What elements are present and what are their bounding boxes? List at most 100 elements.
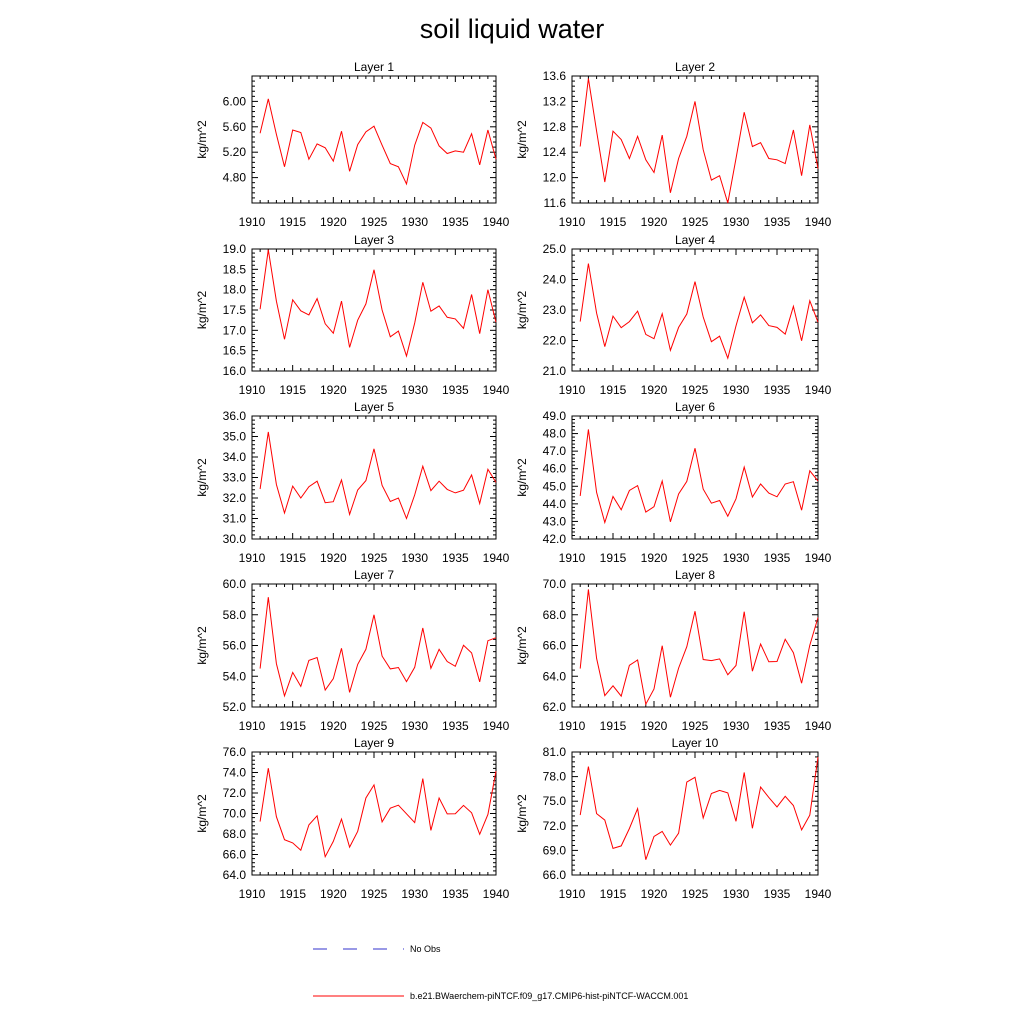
x-tick-label: 1925 — [361, 215, 388, 229]
x-tick-label: 1915 — [279, 719, 306, 733]
y-tick-label: 52.0 — [223, 700, 247, 714]
y-tick-label: 44.0 — [543, 497, 567, 511]
y-tick-label: 11.6 — [544, 196, 567, 210]
y-tick-label: 35.0 — [223, 430, 247, 444]
y-tick-label: 68.0 — [223, 827, 247, 841]
y-tick-label: 13.2 — [543, 94, 567, 108]
x-tick-label: 1925 — [361, 719, 388, 733]
plot-frame — [251, 75, 497, 204]
series-line — [259, 249, 497, 358]
plot-frame — [251, 751, 497, 876]
panel-2: 1910 1915 1920 1925 1930 1935 1940 11.6 12.0 12.4… — [515, 60, 832, 229]
legend-label-model: b.e21.BWaerchem-piNTCF.f09_g17.CMIP6-his… — [410, 991, 688, 1001]
panel-6: 1910 1915 1920 1925 1930 1935 1940 42.0 43.0 44.0… — [515, 400, 832, 565]
x-tick-label: 1920 — [641, 887, 668, 901]
x-tick-label: 1930 — [401, 719, 428, 733]
y-tick-label: 12.0 — [543, 171, 567, 185]
x-tick-label: 1920 — [641, 215, 668, 229]
x-tick-label: 1910 — [559, 551, 586, 565]
y-axis-label: kg/m^2 — [515, 291, 529, 330]
plot-frame — [571, 248, 819, 372]
y-tick-label: 64.0 — [223, 868, 247, 882]
y-tick-label: 49.0 — [543, 409, 567, 423]
x-tick-label: 1920 — [641, 719, 668, 733]
x-tick-label: 1925 — [361, 383, 388, 397]
y-tick-label: 18.0 — [223, 283, 247, 297]
series-line — [259, 98, 497, 186]
panel-title: Layer 5 — [354, 400, 394, 414]
y-axis-label: kg/m^2 — [195, 120, 209, 159]
x-tick-label: 1940 — [483, 719, 510, 733]
x-tick-label: 1920 — [320, 551, 347, 565]
x-tick-label: 1935 — [442, 215, 469, 229]
x-tick-label: 1940 — [483, 215, 510, 229]
y-tick-label: 25.0 — [543, 242, 567, 256]
panel-7: 1910 1915 1920 1925 1930 1935 1940 52.0 54.0 56.0… — [195, 568, 510, 733]
x-tick-label: 1915 — [279, 383, 306, 397]
y-tick-label: 46.0 — [543, 462, 567, 476]
panel-title: Layer 8 — [675, 568, 715, 582]
y-tick-label: 72.0 — [543, 819, 567, 833]
panel-title: Layer 9 — [354, 736, 394, 750]
series-line — [259, 597, 497, 698]
x-tick-label: 1935 — [764, 719, 791, 733]
y-tick-label: 66.0 — [223, 848, 247, 862]
x-tick-label: 1910 — [559, 215, 586, 229]
y-tick-label: 47.0 — [543, 444, 567, 458]
plot-frame — [571, 583, 819, 708]
y-tick-label: 58.0 — [223, 608, 247, 622]
y-tick-label: 60.0 — [223, 577, 247, 591]
x-tick-label: 1910 — [559, 383, 586, 397]
x-tick-label: 1940 — [483, 551, 510, 565]
x-tick-label: 1915 — [600, 215, 627, 229]
x-tick-label: 1935 — [442, 551, 469, 565]
y-tick-label: 23.0 — [543, 303, 567, 317]
x-tick-label: 1925 — [682, 887, 709, 901]
x-tick-label: 1915 — [600, 719, 627, 733]
y-tick-label: 12.8 — [543, 120, 567, 134]
x-tick-label: 1910 — [239, 383, 266, 397]
y-tick-label: 13.6 — [543, 69, 567, 83]
y-tick-label: 30.0 — [223, 532, 247, 546]
x-tick-label: 1930 — [401, 215, 428, 229]
y-tick-label: 12.4 — [543, 145, 567, 159]
y-tick-label: 43.0 — [543, 514, 567, 528]
y-tick-label: 48.0 — [543, 427, 567, 441]
y-tick-label: 22.0 — [543, 334, 567, 348]
y-tick-label: 18.5 — [223, 262, 247, 276]
y-tick-label: 16.5 — [223, 344, 247, 358]
x-tick-label: 1935 — [764, 215, 791, 229]
legend: No Obs b.e21.BWaerchem-piNTCF.f09_g17.CMI… — [313, 944, 688, 1001]
x-tick-label: 1910 — [239, 887, 266, 901]
x-tick-label: 1930 — [723, 551, 750, 565]
panel-title: Layer 1 — [354, 60, 394, 74]
x-tick-label: 1935 — [442, 383, 469, 397]
y-tick-label: 5.60 — [223, 120, 247, 134]
x-tick-label: 1925 — [682, 383, 709, 397]
x-tick-label: 1930 — [723, 215, 750, 229]
x-tick-label: 1925 — [361, 887, 388, 901]
y-axis-label: kg/m^2 — [515, 458, 529, 497]
y-tick-label: 31.0 — [223, 512, 247, 526]
y-tick-label: 72.0 — [223, 786, 247, 800]
x-tick-label: 1930 — [401, 383, 428, 397]
x-tick-label: 1935 — [764, 383, 791, 397]
legend-label-no-obs: No Obs — [410, 944, 441, 954]
x-tick-label: 1930 — [723, 719, 750, 733]
x-tick-label: 1920 — [320, 383, 347, 397]
plot-frame — [571, 751, 819, 876]
x-tick-label: 1910 — [239, 719, 266, 733]
panel-title: Layer 6 — [675, 400, 715, 414]
y-tick-label: 78.0 — [543, 770, 567, 784]
y-tick-label: 16.0 — [223, 364, 247, 378]
x-tick-label: 1920 — [641, 551, 668, 565]
y-tick-label: 33.0 — [223, 471, 247, 485]
x-tick-label: 1915 — [279, 551, 306, 565]
panel-4: 1910 1915 1920 1925 1930 1935 1940 21.0 22.0 23.0… — [515, 233, 832, 397]
x-tick-label: 1925 — [361, 551, 388, 565]
panel-8: 1910 1915 1920 1925 1930 1935 1940 62.0 64.0 66.0… — [515, 568, 832, 733]
y-tick-label: 70.0 — [223, 807, 247, 821]
panel-1: 1910 1915 1920 1925 1930 1935 1940 4.80 5.20 5.60… — [195, 60, 510, 229]
series-line — [579, 263, 819, 360]
x-tick-label: 1935 — [764, 551, 791, 565]
